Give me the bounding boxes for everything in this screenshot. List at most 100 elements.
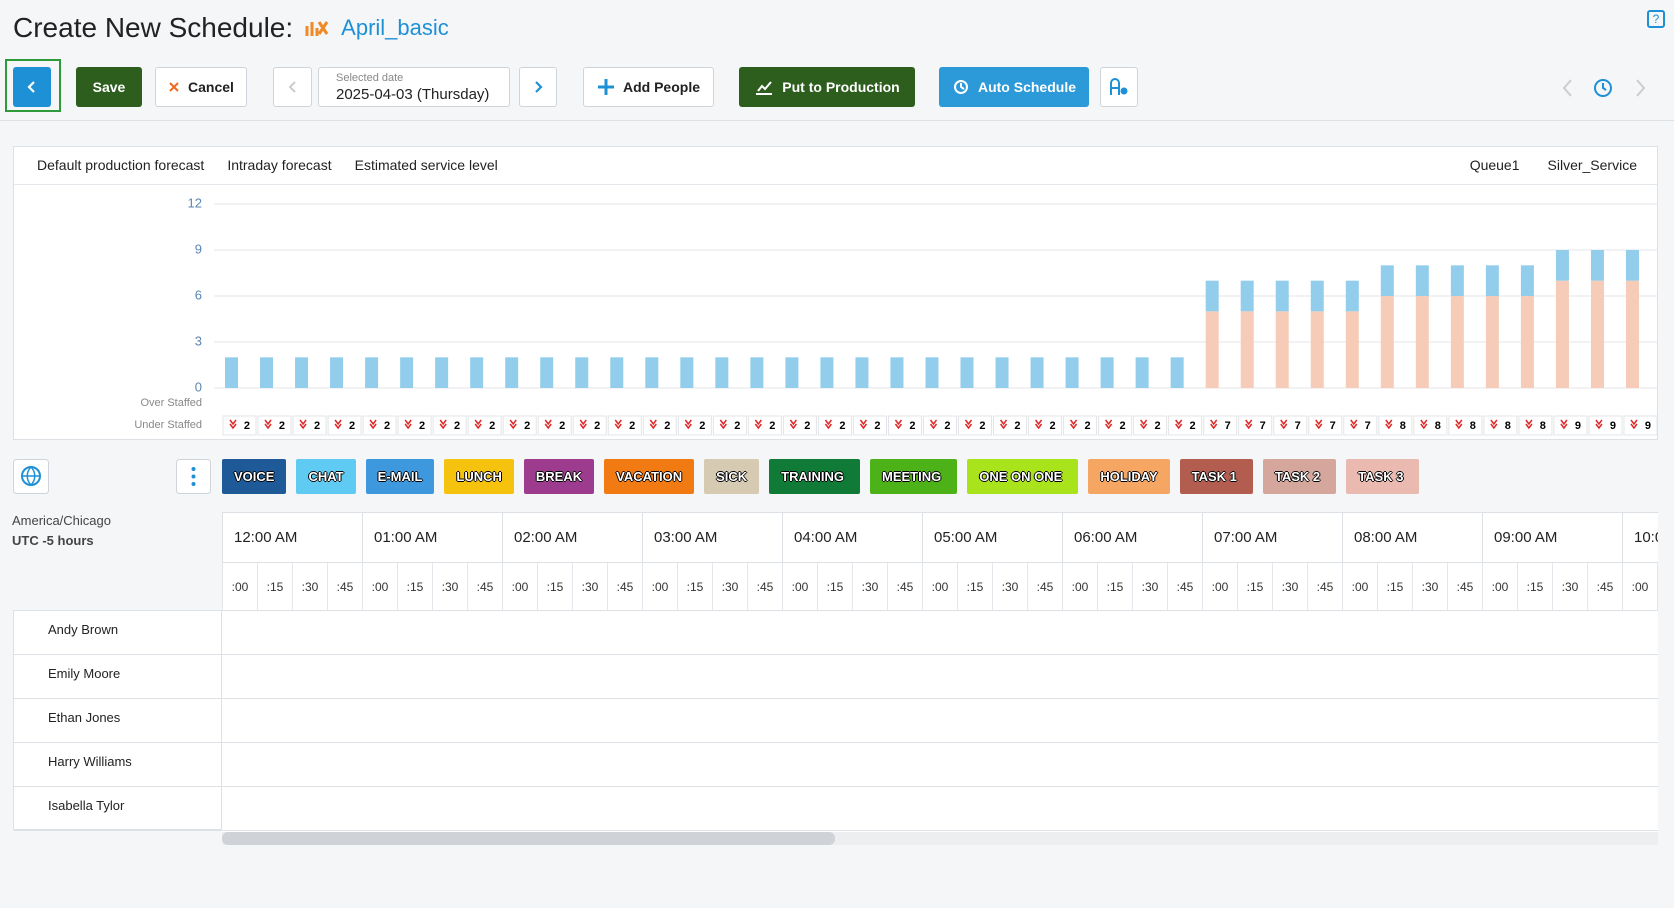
schedule-row — [222, 699, 1658, 743]
under-staffed-cell — [852, 415, 887, 436]
activity-chip[interactable]: TASK 1 — [1179, 459, 1253, 494]
radio-label: Default production forecast — [37, 157, 205, 173]
activity-label: VACATION — [616, 469, 683, 484]
help-icon[interactable]: ? — [1645, 8, 1669, 32]
under-staffed-arrow — [369, 419, 377, 430]
hour-cell: 10:00 AM — [1622, 513, 1658, 563]
activity-chip[interactable]: HOLIDAY — [1088, 459, 1170, 494]
bar — [1590, 250, 1604, 281]
y-tick-label: 3 — [195, 333, 202, 348]
under-staffed-value: 7 — [1225, 420, 1231, 432]
activity-chip[interactable]: BREAK — [523, 459, 595, 494]
bar — [645, 357, 659, 388]
activity-chip[interactable]: LUNCH — [444, 459, 514, 494]
bar — [1520, 265, 1534, 296]
forecast-options: Default production forecast Intraday fore… — [30, 155, 498, 175]
bar — [1590, 280, 1604, 388]
activity-chip[interactable]: ONE ON ONE — [967, 459, 1079, 494]
under-staffed-cell — [1168, 415, 1203, 436]
under-staffed-arrow — [1455, 419, 1463, 430]
activity-chip[interactable]: VOICE — [222, 459, 287, 494]
activity-label: TRAINING — [781, 469, 844, 484]
bar — [680, 357, 694, 388]
cancel-button[interactable]: Cancel — [155, 67, 247, 107]
under-staffed-cell — [782, 415, 817, 436]
put-to-production-button[interactable]: Put to Production — [739, 67, 915, 107]
under-staffed-arrow — [1315, 419, 1323, 430]
person-row[interactable]: Ethan Jones — [14, 699, 221, 743]
radio-option[interactable]: Intraday forecast — [220, 155, 331, 175]
quarter-cell: :15 — [1237, 563, 1272, 611]
scrollbar-thumb[interactable] — [222, 832, 835, 845]
under-staffed-cell — [1308, 415, 1343, 436]
under-staffed-value: 2 — [559, 420, 565, 432]
under-staffed-arrow — [1385, 419, 1393, 430]
auto-schedule-button[interactable]: Auto Schedule — [939, 67, 1089, 107]
timezone-button[interactable] — [13, 459, 49, 494]
history-nav — [1562, 79, 1646, 97]
quarter-cell: :15 — [957, 563, 992, 611]
under-staffed-cell — [1588, 415, 1623, 436]
legend-entry[interactable]: Silver_Service — [1540, 155, 1637, 175]
hour-cell: 05:00 AM — [922, 513, 1062, 563]
bar — [1170, 357, 1184, 388]
under-staffed-cell — [1098, 415, 1133, 436]
under-staffed-value: 7 — [1295, 420, 1301, 432]
hour-cell: 12:00 AM — [222, 513, 362, 563]
back-button[interactable] — [13, 67, 51, 107]
person-row[interactable]: Andy Brown — [14, 611, 221, 655]
activity-chip[interactable]: SICK — [704, 459, 760, 494]
person-row[interactable]: Harry Williams — [14, 743, 221, 787]
activity-chip[interactable]: VACATION — [604, 459, 695, 494]
legend: Queue1 Silver_Service — [1462, 155, 1637, 175]
page-title: Create New Schedule: — [13, 12, 294, 43]
under-staffed-value: 8 — [1470, 420, 1476, 432]
y-tick-label: 9 — [195, 241, 202, 256]
person-row[interactable]: Isabella Tylor — [14, 787, 221, 831]
scrollbar[interactable] — [222, 832, 1658, 845]
timezone: America/Chicago UTC -5 hours — [12, 511, 111, 551]
quarter-cell: :15 — [537, 563, 572, 611]
under-staffed-value: 2 — [629, 420, 635, 432]
person-name: Isabella Tylor — [48, 798, 125, 813]
radio-option[interactable]: Default production forecast — [30, 155, 204, 175]
under-staffed-arrow — [334, 419, 342, 430]
under-staffed-arrow — [964, 419, 973, 430]
quarter-cell: :45 — [1167, 563, 1202, 611]
activity-chip[interactable]: TASK 2 — [1262, 459, 1337, 494]
activity-chip[interactable]: E-MAIL — [365, 459, 435, 494]
prev-date[interactable] — [273, 67, 312, 107]
under-staffed-value: 2 — [909, 420, 915, 432]
settings-button[interactable] — [1100, 67, 1138, 107]
under-staffed-value: 2 — [279, 420, 285, 432]
date-picker[interactable]: Selected date 2025-04-03 (Thursday) — [318, 67, 510, 107]
under-staffed-arrow — [1210, 419, 1218, 430]
under-staffed-arrow — [754, 419, 762, 430]
bar — [365, 357, 379, 388]
radio-option[interactable]: Estimated service level — [348, 155, 498, 175]
bar — [820, 357, 834, 388]
activity-chip[interactable]: TRAINING — [769, 459, 860, 494]
under-staffed-arrow — [439, 419, 447, 430]
next-date[interactable] — [519, 67, 557, 107]
activity-chip[interactable]: CHAT — [296, 459, 356, 494]
quarter-cell: :00 — [1482, 563, 1517, 611]
quarter-cell: :00 — [1202, 563, 1237, 611]
bar — [1555, 250, 1569, 281]
bar — [1205, 311, 1219, 388]
timezone-offset: UTC -5 hours — [12, 533, 94, 548]
person-row[interactable]: Emily Moore — [14, 655, 221, 699]
under-staffed-cell — [642, 415, 677, 436]
under-staffed-cell — [537, 415, 572, 436]
add-people-button[interactable]: Add People — [583, 67, 714, 107]
legend-entry[interactable]: Queue1 — [1462, 155, 1520, 175]
under-staffed-cell — [572, 415, 607, 436]
save-button[interactable]: Save — [76, 67, 142, 107]
bar — [785, 357, 799, 388]
activity-palette: VOICE CHAT E-MAIL LUNCH BREAK VACATION SICK TRA… — [222, 459, 1420, 494]
activity-chip[interactable]: TASK 3 — [1346, 459, 1420, 494]
activity-chip[interactable]: MEETING — [870, 459, 958, 494]
more-button[interactable] — [176, 459, 211, 494]
activity-label: MEETING — [882, 469, 942, 484]
